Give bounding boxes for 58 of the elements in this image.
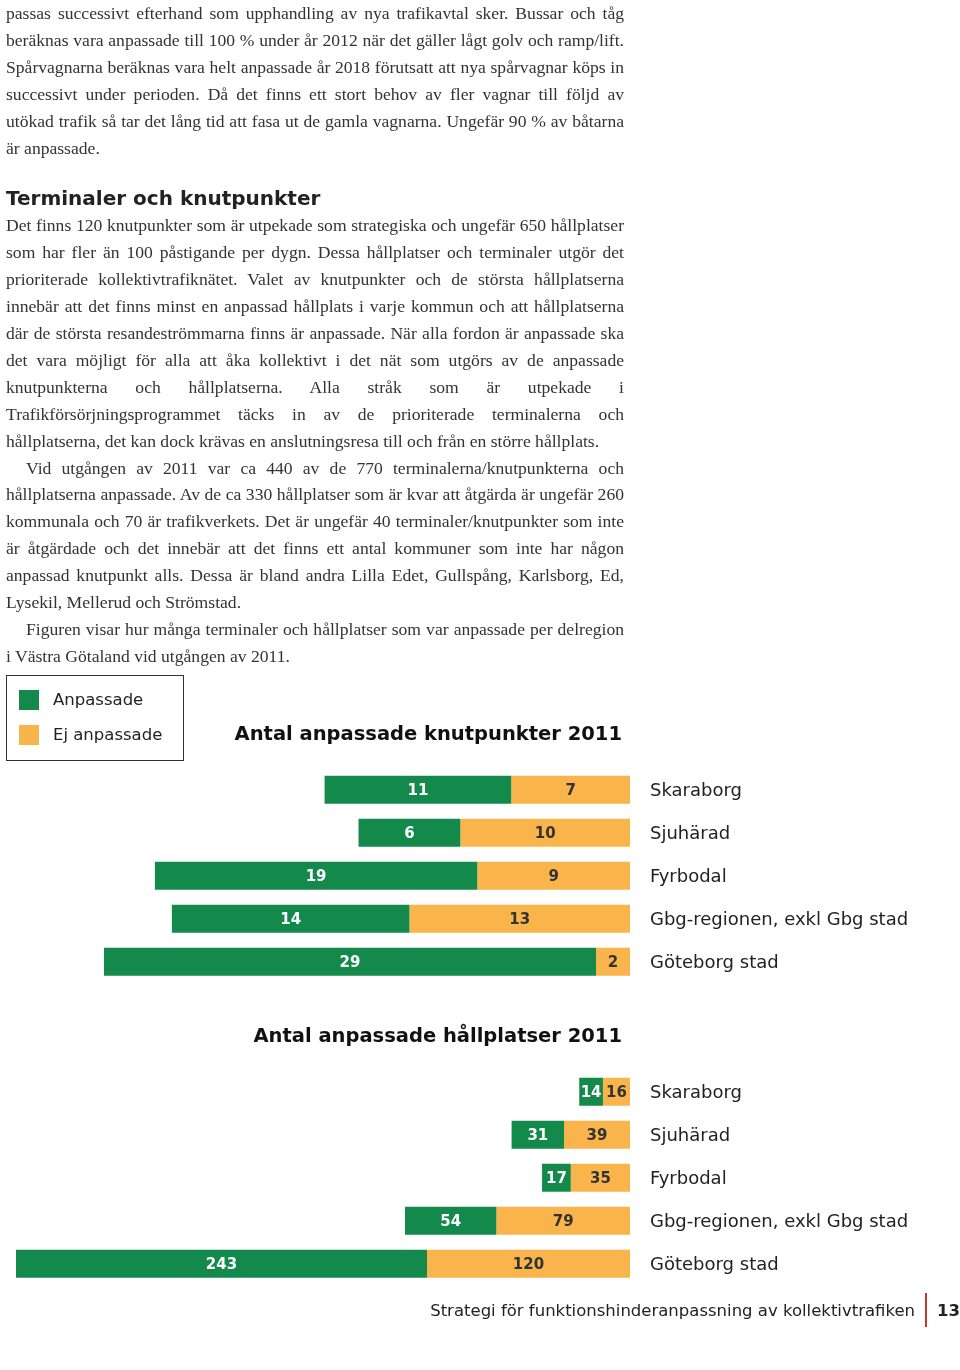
data-label: 2 <box>607 953 619 972</box>
text: Terminaler och knutpunkter <box>6 185 322 213</box>
bar <box>324 775 512 804</box>
bar <box>460 818 630 847</box>
data-label: 13 <box>509 910 531 929</box>
bar <box>104 947 597 976</box>
text: Det finns 120 knutpunkter som är utpekade som strategiska och ungefär 650 hållplatser som har fler än 100 påstigande per dygn. Dessa hållplatser och terminaler utgör det prioriterade kollektivtrafiknätet. Valet av knutpunkter och de största hållplatserna innebär att det finns minst en anpassad hållplats i varje kommun och att hållplatserna där de största resandeströmmarna finns är anpassade. När alla fordon är anpassade ska det vara möjligt för alla att åka kollektivt i det nät som utgörs av de anpassade knutpunkterna och hållplatserna. Alla stråk som är utpekade i Trafikförsörjningsprogrammet täcks in av de prioriterade terminalerna och hållplatserna, det kan dock krävas en anslutningsresa till och från en större hållplats. <box>6 215 624 451</box>
bar <box>570 1163 630 1192</box>
bar <box>154 861 478 890</box>
y-tick-label: Göteborg stad <box>650 950 779 972</box>
text: Vid utgången av 2011 var ca 440 av de 770 terminalerna/knutpunkterna och hållplatserna anpassade. Av de ca 330 hållplatser som är kvar att åtgärda är ungefär 260 kommunala och 70 är trafikverkets. Det är ungefär 40 terminaler/knutpunkter som inte är åtgärdade och det innebär att det finns ett antal kommuner som inte har någon anpassad knutpunkt alls. Dessa är bland andra Lilla Edet, Gullspång, Karlsborg, Ed, Lysekil, Mellerud och Strömstad. <box>6 456 624 615</box>
bar <box>564 1120 630 1149</box>
data-label: 16 <box>606 1083 627 1102</box>
data-label: 29 <box>339 953 361 972</box>
y-tick-label: Skaraborg <box>650 1080 742 1102</box>
data-label: 9 <box>548 867 559 886</box>
y-tick-label: Gbg-regionen, exkl Gbg stad <box>650 907 909 929</box>
data-label: 243 <box>205 1255 238 1274</box>
bar <box>16 1249 428 1278</box>
text: Strategi för funktionshinderanpassning av kollektivtrafiken <box>430 1300 916 1320</box>
chart-title: Antal anpassade hållplatser 2011 <box>252 1024 622 1047</box>
data-label: 17 <box>545 1169 567 1188</box>
bar <box>427 1249 630 1278</box>
bar <box>405 1206 497 1235</box>
y-tick-label: Göteborg stad <box>650 1252 779 1274</box>
data-label: 54 <box>440 1212 462 1231</box>
data-label: 31 <box>527 1126 549 1145</box>
data-label: 120 <box>512 1255 545 1274</box>
text: passas successivt efterhand som upphandling av nya trafikavtal sker. Bussar och tåg beräknas vara anpassade till 100 % under år 2012 när det gäller lågt golv och ramp/lift. Spårvagnarna beräknas vara helt anpassade år 2018 förutsatt att nya spårvagnar köps in successivt under perioden. Då det finns ett stort behov av fler vagnar till följd av utökad trafik så tar det lång tid att fasa ut de gamla vagnarna. Ungefär 90 % av båtarna är anpassade. <box>6 2 624 160</box>
data-label: 19 <box>305 867 327 886</box>
y-tick-label: Skaraborg <box>650 778 742 800</box>
data-label: 10 <box>534 824 556 843</box>
bar <box>171 904 410 933</box>
bar <box>477 861 630 890</box>
data-label: 6 <box>404 824 415 843</box>
y-tick-label: Gbg-regionen, exkl Gbg stad <box>650 1209 909 1231</box>
y-tick-label: Fyrbodal <box>650 864 727 886</box>
data-label: 35 <box>589 1169 611 1188</box>
y-tick-label: Sjuhärad <box>650 821 731 843</box>
bar <box>511 1120 565 1149</box>
data-label: 39 <box>586 1126 608 1145</box>
bar <box>358 818 461 847</box>
chart-title: Antal anpassade knutpunkter 2011 <box>234 722 622 745</box>
data-label: 14 <box>280 910 302 929</box>
y-tick-label: Fyrbodal <box>650 1166 727 1188</box>
bar <box>511 775 630 804</box>
y-tick-label: Sjuhärad <box>650 1123 731 1145</box>
data-label: 11 <box>407 781 429 800</box>
legend-label: Ej anpassade <box>52 724 164 746</box>
data-label: 7 <box>565 781 576 800</box>
bar <box>496 1206 630 1235</box>
data-label: 79 <box>552 1212 574 1231</box>
legend-label: Anpassade <box>52 689 145 711</box>
text: 13 <box>937 1300 960 1320</box>
bar <box>596 947 630 976</box>
text: Figuren visar hur många terminaler och hållplatser som var anpassade per delregion i Västra Götaland vid utgången av 2011. <box>6 617 624 668</box>
data-label: 14 <box>580 1083 602 1102</box>
bar <box>409 904 630 933</box>
